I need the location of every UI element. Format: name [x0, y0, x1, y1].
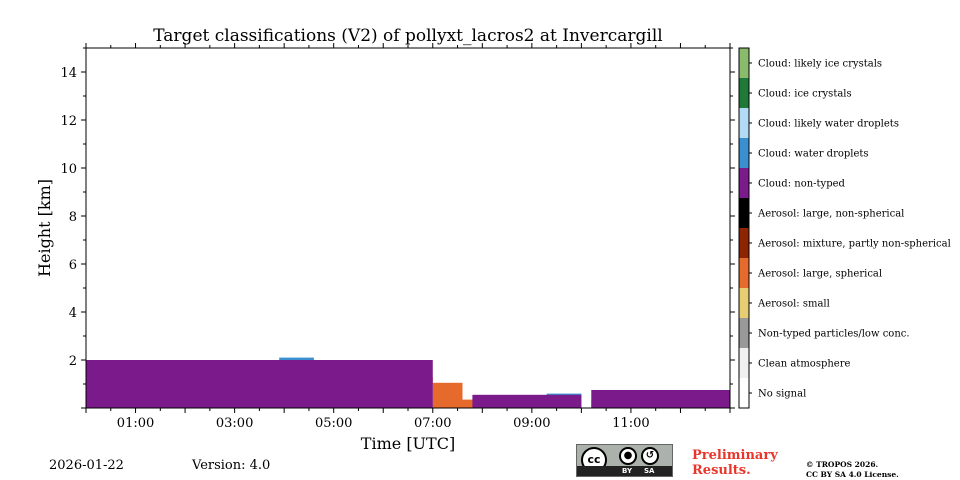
class-segment — [591, 390, 730, 408]
colorbar-swatch — [739, 48, 749, 78]
colorbar-label: Aerosol: large, non-spherical — [757, 209, 904, 220]
y-tick-label: 2 — [69, 354, 77, 369]
y-axis-ticks: 2 4 6 8 10 12 14 — [60, 47, 735, 409]
colorbar-label: Non-typed particles/low conc. — [758, 329, 910, 340]
class-segment — [432, 382, 463, 408]
colorbar-swatch — [739, 288, 749, 318]
x-tick-label: 05:00 — [315, 416, 352, 431]
y-axis-label: Height [km] — [35, 179, 54, 277]
y-tick-label: 4 — [69, 306, 77, 321]
class-segment — [472, 394, 582, 408]
by-attribution-icon: ● — [619, 447, 637, 465]
chart-title: Target classifications (V2) of pollyxt_l… — [153, 26, 662, 46]
y-tick-label: 14 — [60, 66, 77, 81]
colorbar-swatch — [739, 198, 749, 228]
cc-badge-strip — [577, 466, 672, 476]
y-tick-label: 10 — [60, 162, 77, 177]
y-tick-label: 6 — [69, 258, 77, 273]
colorbar-swatch — [739, 318, 749, 348]
license-line-2: CC BY SA 4.0 License. — [806, 470, 899, 479]
plot-frame — [85, 47, 731, 409]
colorbar-label: Clean atmosphere — [758, 359, 851, 370]
x-tick-label: 03:00 — [216, 416, 253, 431]
colorbar-label: Cloud: likely water droplets — [758, 119, 899, 130]
x-axis-label: Time [UTC] — [361, 434, 455, 453]
colorbar-label: Cloud: likely ice crystals — [758, 59, 882, 70]
y-tick-label: 12 — [60, 114, 77, 129]
class-segment — [86, 360, 433, 408]
colorbar-label: Cloud: non-typed — [758, 179, 846, 190]
colorbar-swatch — [739, 378, 749, 408]
colorbar-label: Aerosol: small — [757, 299, 830, 310]
preliminary-line-1: Preliminary — [692, 448, 778, 463]
colorbar-swatch — [739, 108, 749, 138]
cc-badge-by: BY — [622, 467, 633, 475]
colorbar-label: No signal — [758, 389, 806, 400]
license-text: © TROPOS 2026. CC BY SA 4.0 License. — [806, 460, 899, 480]
license-line-1: © TROPOS 2026. — [806, 460, 879, 469]
colorbar-label: Cloud: ice crystals — [758, 89, 852, 100]
x-tick-label: 07:00 — [414, 416, 451, 431]
colorbar-swatch — [739, 78, 749, 108]
colorbar-swatch — [739, 168, 749, 198]
y-tick-label: 8 — [69, 210, 77, 225]
colorbar-swatch — [739, 228, 749, 258]
colorbar-swatch — [739, 258, 749, 288]
colorbar-label: Cloud: water droplets — [758, 149, 869, 160]
preliminary-notice: Preliminary Results. — [692, 448, 778, 478]
sa-sharealike-icon: ↺ — [641, 447, 659, 465]
footer-date: 2026-01-22 — [49, 458, 124, 473]
colorbar-label: Aerosol: mixture, partly non-spherical — [757, 239, 951, 250]
classification-colorbar: No signal Clean atmosphere Non-typed parti… — [738, 47, 951, 409]
preliminary-line-2: Results. — [692, 463, 751, 478]
cc-badge-sa: SA — [644, 467, 655, 475]
x-axis-ticks: 01:00 03:00 05:00 07:00 09:00 11:00 — [85, 43, 731, 431]
cc-license-badge: cc ● ↺ BY SA — [576, 444, 673, 477]
colorbar-frame — [738, 47, 750, 409]
colorbar-label: Aerosol: large, spherical — [757, 269, 882, 280]
x-tick-label: 11:00 — [612, 416, 649, 431]
x-tick-label: 09:00 — [513, 416, 550, 431]
x-tick-label: 01:00 — [117, 416, 154, 431]
data-layer — [86, 357, 730, 408]
footer-version: Version: 4.0 — [192, 458, 271, 473]
colorbar-swatch — [739, 138, 749, 168]
colorbar-swatch — [739, 348, 749, 378]
